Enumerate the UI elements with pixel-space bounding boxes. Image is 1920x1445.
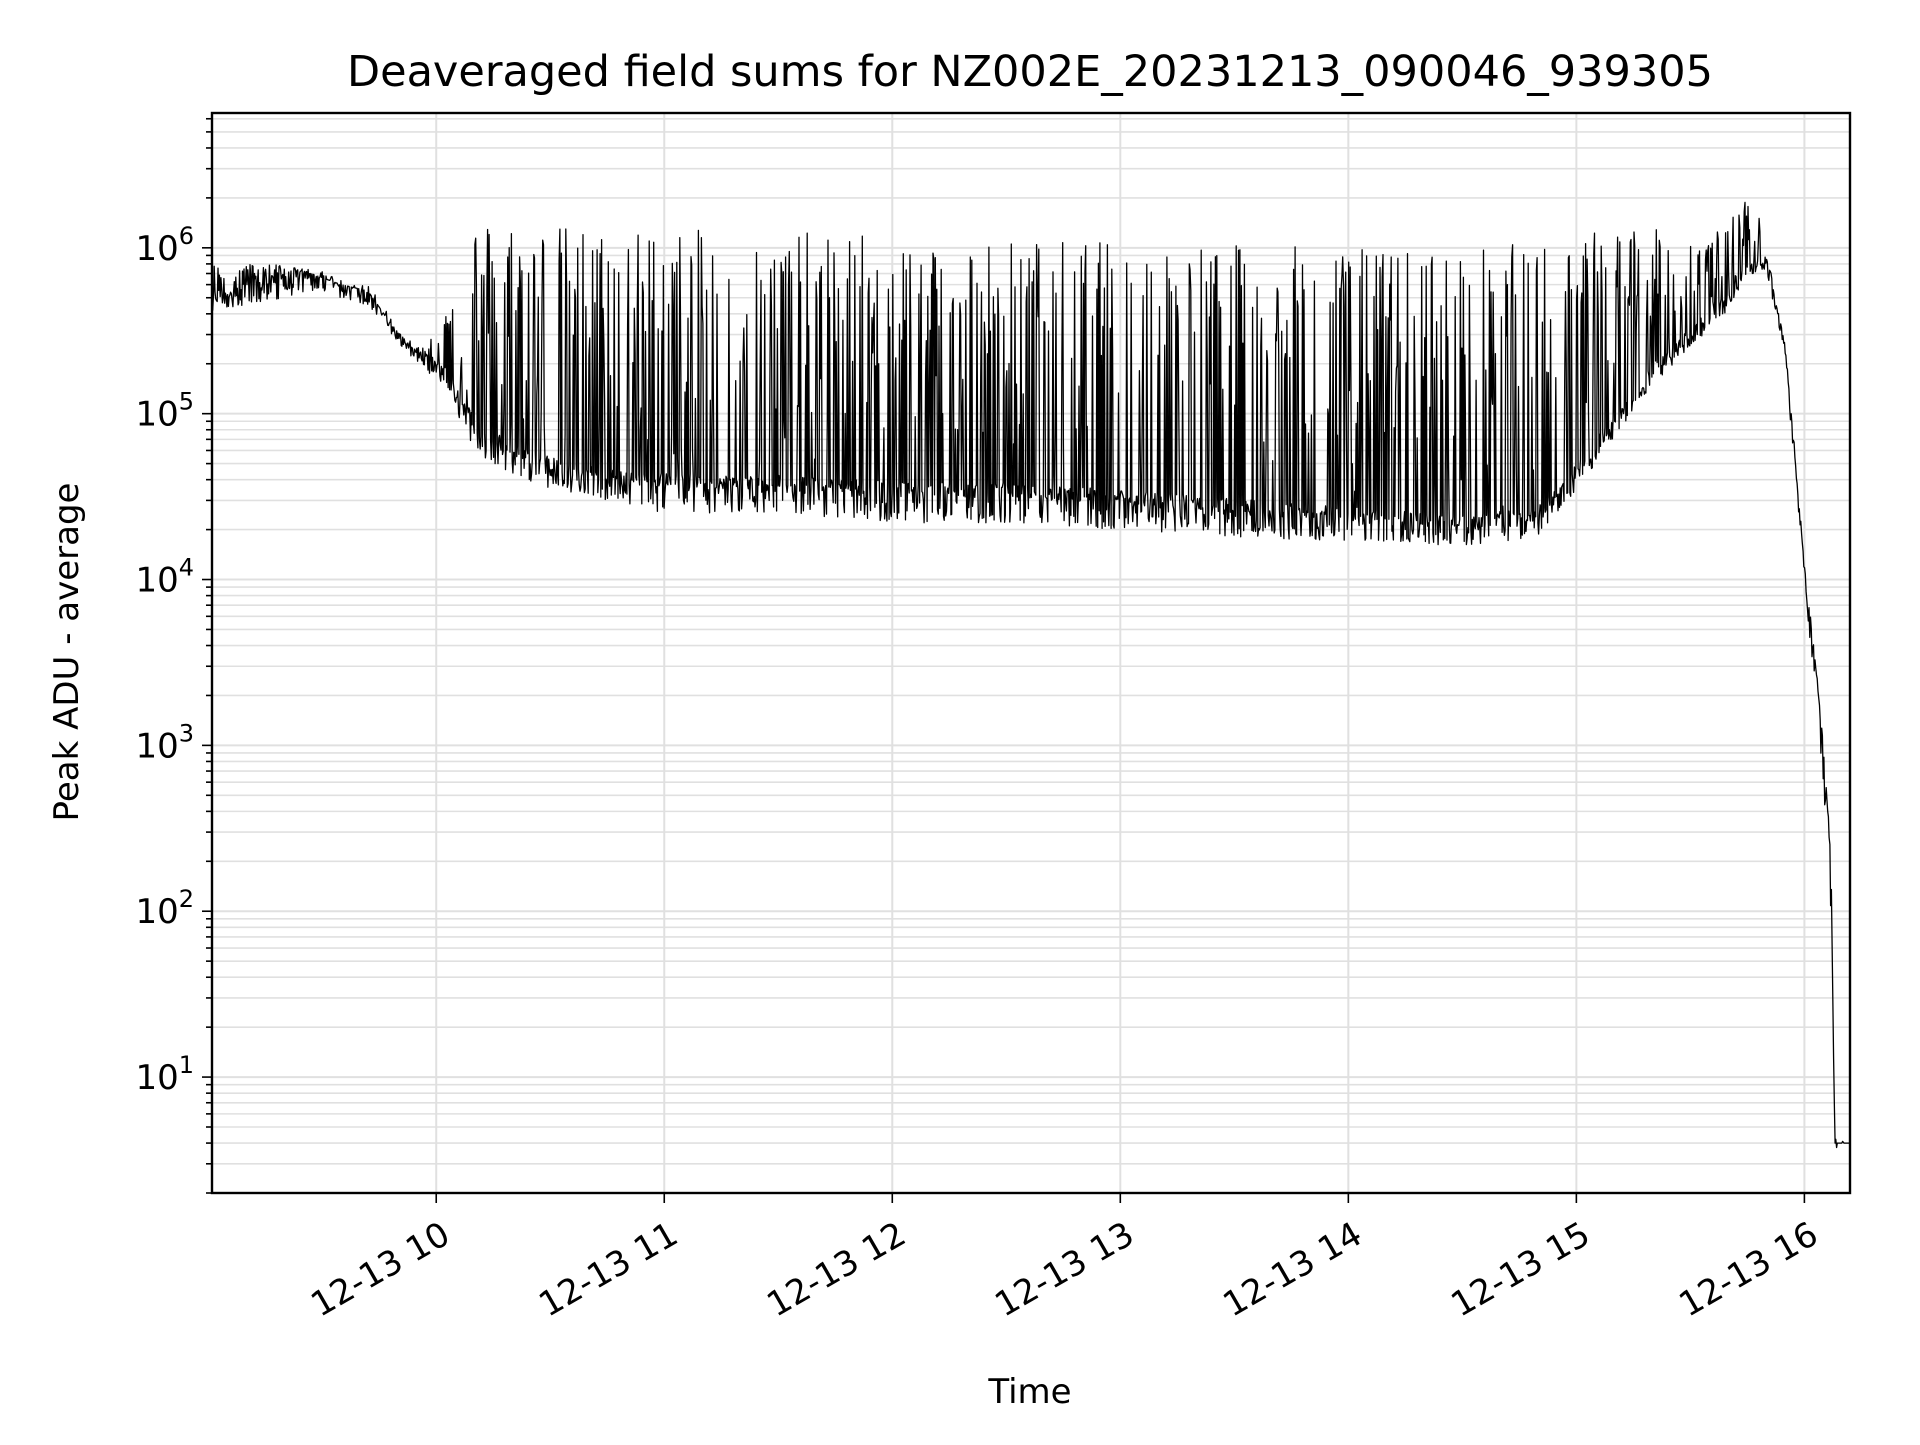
chart-title: Deaveraged field sums for NZ002E_2023121… [347, 47, 1713, 97]
plot-frame [210, 111, 1852, 1195]
x-axis-label: Time [987, 1372, 1071, 1412]
y-tick-label: 106 [135, 222, 194, 269]
y-tick-label: 101 [135, 1051, 194, 1098]
y-tick-label: 102 [135, 885, 194, 932]
y-tick-label: 105 [135, 388, 194, 435]
data-layer [211, 201, 1850, 1149]
y-axis-label: Peak ADU - average [47, 483, 87, 822]
series-line [211, 201, 1850, 1149]
y-tick-label: 104 [135, 554, 194, 601]
y-tick-label: 103 [135, 719, 194, 766]
